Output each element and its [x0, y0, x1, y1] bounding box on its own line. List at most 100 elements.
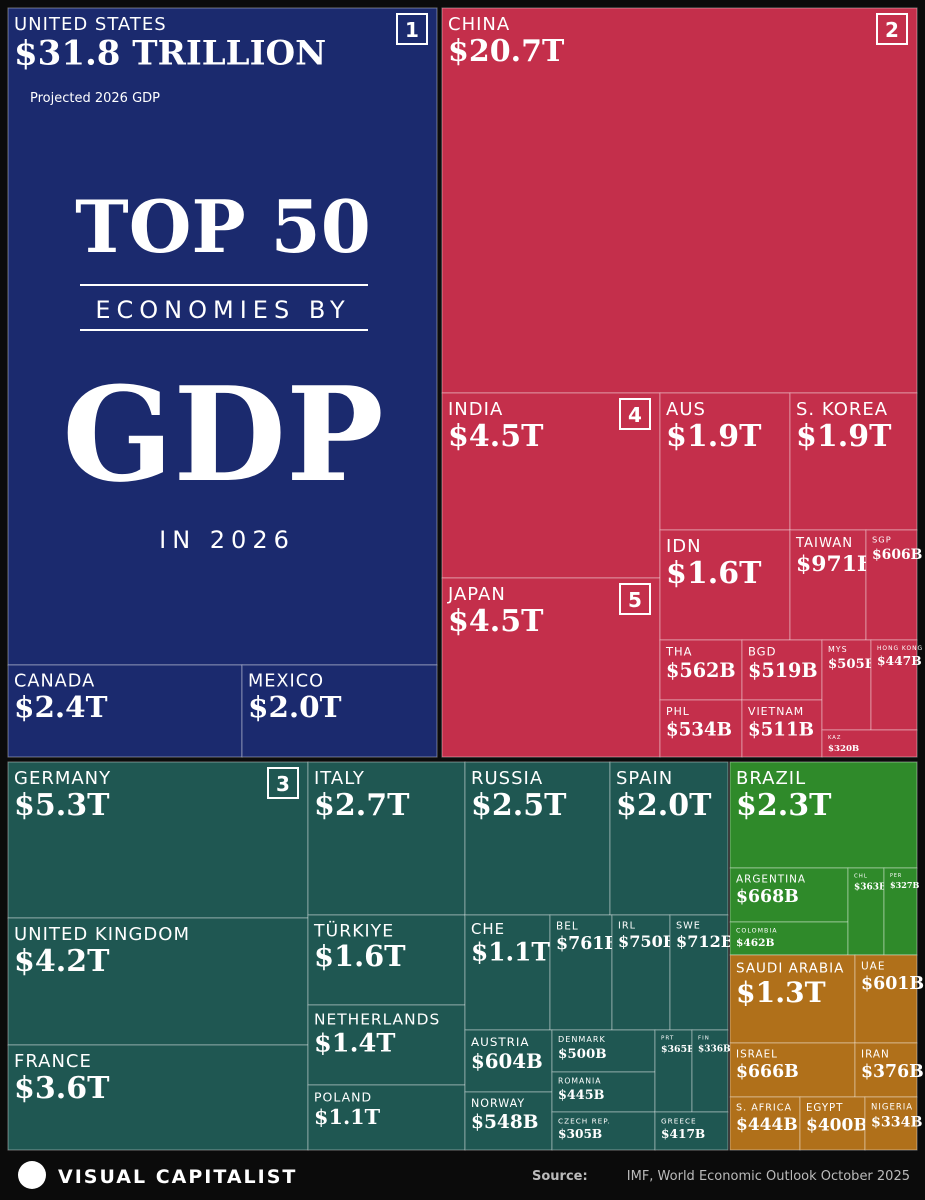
value-label: $2.0T	[248, 689, 342, 724]
country-name: COLOMBIA	[736, 927, 778, 934]
country-name: NIGERIA	[871, 1103, 913, 1113]
country-name: SAUDI ARABIA	[736, 961, 844, 977]
value-label: $1.1T	[314, 1104, 381, 1129]
value-label: $445B	[558, 1088, 605, 1103]
country-name: VIETNAM	[748, 705, 804, 718]
cell	[789, 392, 918, 531]
cell	[441, 7, 918, 394]
value-label: $604B	[471, 1049, 543, 1073]
cell	[854, 954, 918, 1044]
value-label: $305B	[558, 1127, 602, 1141]
country-name: FRANCE	[14, 1051, 92, 1072]
cell	[7, 917, 309, 1046]
cell	[7, 1044, 309, 1151]
country-name: NORWAY	[471, 1097, 525, 1110]
cell	[870, 639, 918, 731]
value-label: $1.4T	[314, 1028, 395, 1058]
country-name: JAPAN	[447, 584, 506, 605]
value-label: $2.3T	[736, 788, 832, 823]
cell	[464, 1091, 553, 1151]
country-name: BGD	[748, 645, 776, 659]
cell	[883, 867, 918, 956]
value-label: $4.5T	[448, 419, 544, 454]
value-label: $1.9T	[796, 419, 892, 454]
country-name: ISRAEL	[736, 1048, 778, 1060]
country-name: S. AFRICA	[736, 1103, 792, 1114]
value-label: $712B	[676, 932, 734, 951]
country-name: UNITED KINGDOM	[14, 924, 190, 945]
country-name: HONG KONG	[877, 646, 923, 652]
cell	[7, 7, 438, 666]
cell	[691, 1029, 729, 1113]
value-label: $666B	[736, 1062, 799, 1082]
country-name: SWE	[676, 921, 701, 932]
value-label: $4.5T	[448, 604, 544, 639]
value-label: $447B	[877, 653, 922, 668]
rank: 4	[628, 403, 642, 427]
rank-box	[619, 398, 651, 430]
footer: VISUAL CAPITALIST Source: IMF, World Eco…	[18, 1161, 910, 1189]
value-label: $336B	[698, 1045, 731, 1055]
value-label: $376B	[861, 1062, 924, 1082]
cell	[821, 729, 918, 758]
value-label: $4.2T	[14, 944, 110, 979]
value-label: $320B	[828, 744, 859, 754]
value-label: $417B	[661, 1127, 705, 1141]
value-label: $20.7T	[448, 34, 565, 69]
rank: 3	[276, 772, 290, 796]
cell	[659, 529, 791, 641]
cell	[865, 529, 918, 641]
country-name: SGP	[872, 534, 892, 544]
country-name: GERMANY	[14, 768, 111, 789]
title-line: TOP 50	[75, 184, 371, 269]
value-label: $2.7T	[314, 788, 410, 823]
rank: 5	[628, 588, 642, 612]
cell	[551, 1071, 656, 1113]
country-name: UAE	[861, 960, 886, 972]
country-name: UNITED STATES	[14, 14, 167, 35]
country-name: IDN	[666, 536, 702, 557]
value-label: $606B	[872, 547, 922, 563]
cell	[729, 761, 918, 869]
value-label: $519B	[748, 659, 818, 682]
cell	[241, 664, 438, 758]
country-name: FIN	[698, 1035, 710, 1041]
country-name: THA	[665, 645, 693, 659]
cell	[847, 867, 885, 956]
country-name: RUSSIA	[471, 768, 543, 789]
country-name: CANADA	[14, 672, 95, 692]
cell	[609, 761, 729, 916]
value-label: $444B	[736, 1115, 798, 1135]
country-name: BRAZIL	[736, 768, 806, 789]
cell	[654, 1111, 729, 1151]
country-name: PER	[890, 873, 902, 879]
country-name: EGYPT	[806, 1103, 843, 1114]
rank: 2	[885, 18, 899, 42]
value-label: $1.6T	[314, 939, 406, 973]
country-name: INDIA	[448, 399, 503, 420]
country-name: PRT	[661, 1036, 674, 1042]
headline: TOP 50 ECONOMIES BY GDP IN 2026 Projecte…	[30, 91, 384, 554]
cell	[611, 914, 671, 1031]
value-label: $511B	[748, 719, 814, 740]
value-label: $750B	[618, 932, 676, 951]
cell	[307, 761, 466, 916]
value-label: $365B	[661, 1044, 695, 1055]
country-name: TAIWAN	[795, 536, 853, 551]
treemap: UNITED STATES$31.8 TRILLION 1 CANADA$2.4T M…	[7, 7, 924, 1151]
cell	[659, 699, 743, 758]
country-name: BEL	[556, 920, 579, 932]
value-label: $971B	[796, 551, 875, 577]
country-name: CHINA	[448, 14, 510, 35]
value-label: $462B	[736, 937, 774, 949]
title-line: IN 2026	[159, 526, 295, 554]
cell	[669, 914, 729, 1031]
country-name: CHE	[471, 920, 505, 938]
country-name: AUS	[666, 399, 706, 420]
country-name: MEXICO	[248, 672, 324, 692]
cell	[741, 639, 823, 701]
country-name: CHL	[854, 873, 868, 879]
title-line: GDP	[62, 358, 384, 511]
cell	[464, 761, 611, 916]
cell	[854, 1042, 918, 1098]
